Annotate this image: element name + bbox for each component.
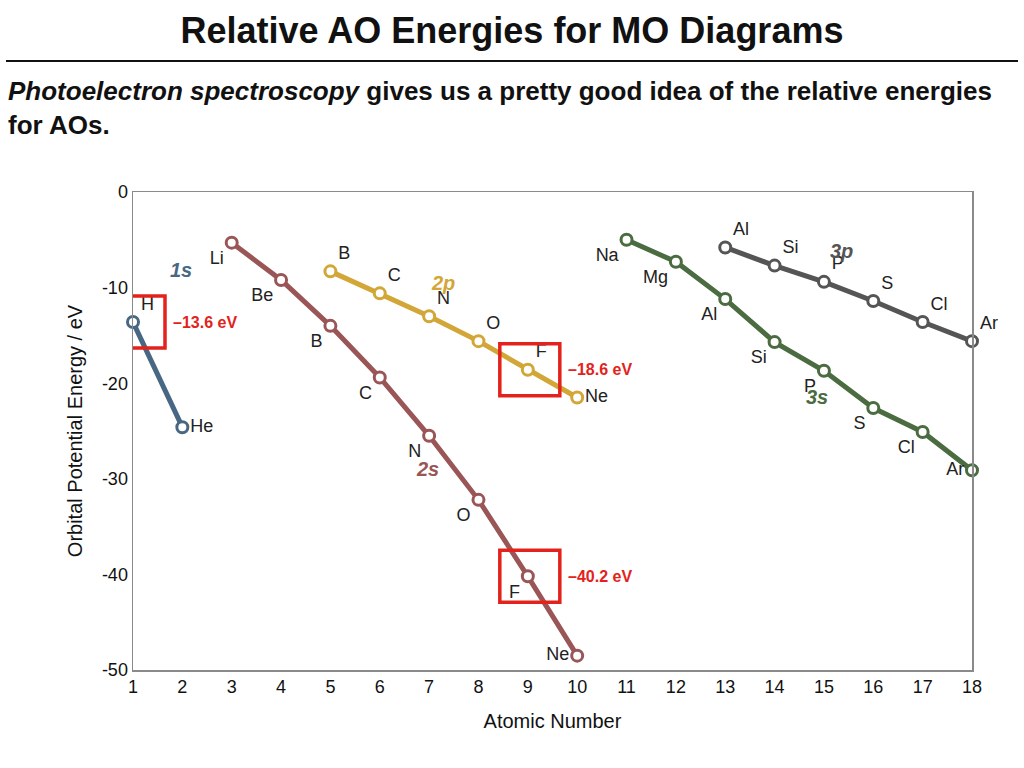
svg-text:15: 15 [814, 677, 834, 697]
svg-text:Al: Al [701, 304, 717, 324]
svg-text:B: B [338, 243, 350, 263]
svg-text:–40.2 eV: –40.2 eV [568, 568, 632, 585]
svg-text:Orbital Potential Energy / eV: Orbital Potential Energy / eV [64, 304, 86, 557]
svg-text:H: H [141, 294, 154, 314]
svg-text:3p: 3p [830, 240, 853, 262]
svg-text:F: F [509, 582, 520, 602]
svg-text:N: N [437, 288, 450, 308]
svg-text:S: S [853, 413, 865, 433]
svg-text:12: 12 [666, 677, 686, 697]
svg-text:Si: Si [782, 237, 798, 257]
svg-text:3s: 3s [806, 386, 828, 408]
svg-text:Ne: Ne [546, 644, 569, 664]
svg-text:O: O [486, 313, 500, 333]
svg-text:S: S [881, 273, 893, 293]
svg-text:9: 9 [523, 677, 533, 697]
svg-text:1: 1 [128, 677, 138, 697]
svg-text:Na: Na [596, 245, 620, 265]
svg-text:Ar: Ar [946, 459, 964, 479]
svg-text:Ne: Ne [585, 386, 608, 406]
svg-text:N: N [408, 441, 421, 461]
svg-text:C: C [388, 265, 401, 285]
svg-text:8: 8 [473, 677, 483, 697]
svg-text:-10: -10 [102, 278, 128, 298]
svg-text:O: O [457, 505, 471, 525]
svg-text:Mg: Mg [643, 267, 668, 287]
svg-text:16: 16 [863, 677, 883, 697]
svg-text:18: 18 [962, 677, 982, 697]
svg-text:C: C [359, 383, 372, 403]
svg-text:17: 17 [913, 677, 933, 697]
svg-text:F: F [536, 341, 547, 361]
svg-text:3: 3 [227, 677, 237, 697]
svg-text:5: 5 [325, 677, 335, 697]
svg-text:Li: Li [210, 248, 224, 268]
svg-text:7: 7 [424, 677, 434, 697]
svg-text:P: P [804, 376, 816, 396]
svg-text:1s: 1s [170, 259, 192, 281]
svg-text:–13.6 eV: –13.6 eV [173, 314, 237, 331]
svg-text:–18.6 eV: –18.6 eV [568, 361, 632, 378]
html-text:Photoelectron spectroscopy giv: Photoelectron spectroscopy gives us a pr… [8, 76, 992, 140]
svg-text:4: 4 [276, 677, 286, 697]
svg-text:Be: Be [251, 285, 273, 305]
svg-text:-40: -40 [102, 565, 128, 585]
svg-text:2: 2 [177, 677, 187, 697]
svg-text:14: 14 [765, 677, 785, 697]
svg-text:Cl: Cl [931, 294, 948, 314]
svg-text:P: P [832, 253, 844, 273]
svg-text:11: 11 [617, 677, 636, 697]
svg-text:-30: -30 [102, 469, 128, 489]
svg-text:Cl: Cl [898, 437, 915, 457]
svg-text:He: He [190, 416, 213, 436]
svg-text:2s: 2s [416, 458, 439, 480]
svg-text:Atomic Number: Atomic Number [484, 710, 622, 732]
svg-text:Al: Al [733, 219, 749, 239]
svg-text:Ar: Ar [980, 313, 998, 333]
svg-text:Si: Si [751, 347, 767, 367]
svg-text:0: 0 [118, 182, 128, 202]
svg-text:-50: -50 [102, 660, 128, 680]
html-text:Relative AO Energies for MO Di: Relative AO Energies for MO Diagrams [180, 10, 844, 51]
svg-text:-20: -20 [102, 374, 128, 394]
svg-text:2p: 2p [431, 272, 455, 294]
svg-text:6: 6 [375, 677, 385, 697]
svg-text:13: 13 [715, 677, 735, 697]
svg-text:B: B [311, 331, 323, 351]
svg-text:10: 10 [567, 677, 587, 697]
